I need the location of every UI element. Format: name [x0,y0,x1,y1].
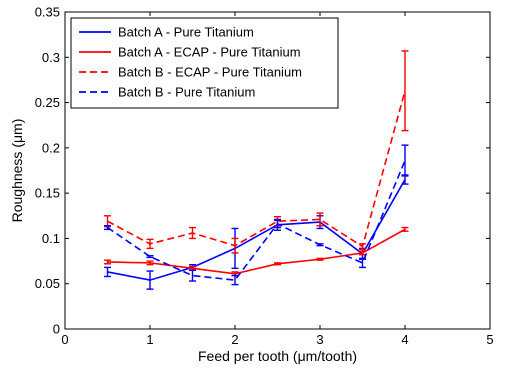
series-line [107,160,406,281]
series-line [107,90,406,248]
x-axis-label: Feed per tooth (μm/tooth) [198,348,357,364]
error-bar [231,237,239,254]
error-bar [189,226,196,240]
x-tick-label: 3 [316,332,323,347]
x-tick-label: 5 [486,332,493,347]
legend-box [70,17,339,109]
x-tick-label: 1 [146,332,153,347]
error-bar [359,250,366,256]
error-bar [146,254,154,259]
error-bar [316,257,324,261]
y-tick-label: 0.15 [35,186,60,201]
x-tick-label: 0 [61,332,68,347]
legend-label: Batch B - ECAP - Pure Titanium [118,65,302,80]
legend-label: Batch A - Pure Titanium [118,25,254,40]
y-tick-label: 0.25 [35,95,60,110]
error-bar [401,144,409,177]
error-bar [104,259,111,265]
series-layer [104,50,409,290]
error-bar [359,257,366,269]
legend-label: Batch B - Pure Titanium [118,85,255,100]
error-bar [104,225,111,231]
error-bar [146,260,154,266]
error-bar [274,262,281,266]
y-tick-label: 0.1 [42,231,60,246]
series-3 [104,50,409,254]
error-bar [316,243,324,247]
x-tick-label: 2 [231,332,238,347]
y-tick-label: 0.3 [42,50,60,65]
error-bar [274,219,281,229]
error-bar [231,274,239,286]
series-4 [104,144,409,286]
x-axis-ticks: 0 1 2 3 4 5 [61,12,494,347]
legend-label: Batch A - ECAP - Pure Titanium [118,45,301,60]
error-bar [359,243,366,250]
legend: Batch A - Pure Titanium Batch A - ECAP - … [70,17,339,109]
series-line [107,179,406,281]
error-bar [189,269,196,282]
y-axis-label: Roughness (μm) [9,119,25,223]
error-bar [316,212,324,227]
error-bar [401,226,409,232]
y-tick-label: 0.35 [35,5,60,20]
y-tick-label: 0.05 [35,276,60,291]
series-line [107,228,406,275]
error-bar [104,266,111,278]
y-axis-ticks: 0 0.05 0.1 0.15 0.2 0.25 0.3 0.35 [35,5,490,337]
error-bar [146,238,154,250]
y-tick-label: 0 [53,322,60,337]
x-tick-label: 4 [401,332,408,347]
error-bar [146,270,154,290]
y-tick-label: 0.2 [42,140,60,155]
error-bar [401,50,409,132]
